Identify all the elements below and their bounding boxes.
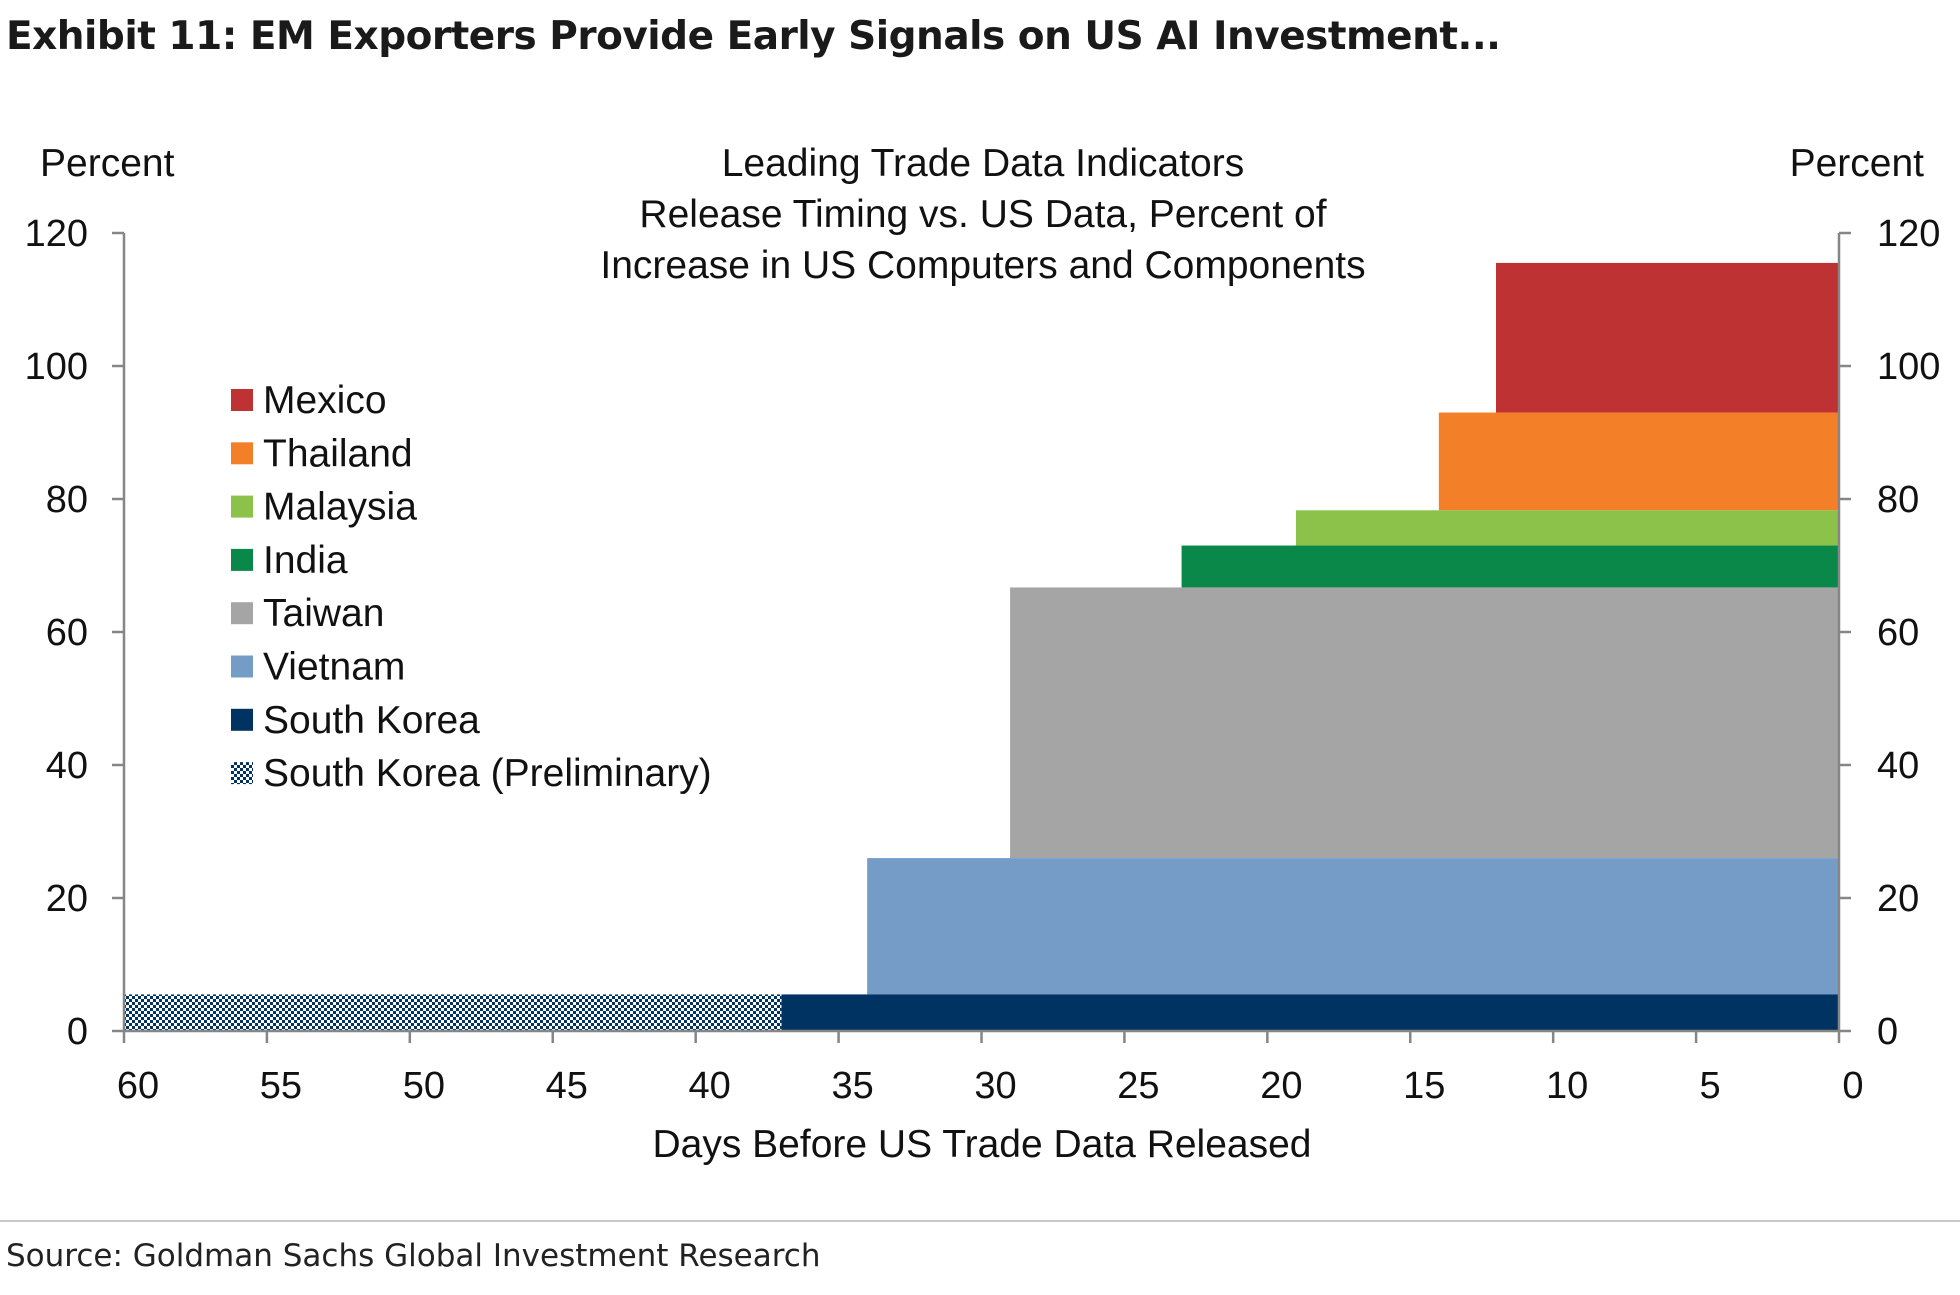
chart-title-line: Leading Trade Data Indicators (722, 142, 1245, 185)
x-tick-label: 45 (546, 1065, 588, 1107)
band-thailand (1438, 412, 1839, 511)
band-mexico (1496, 262, 1839, 413)
legend-label-thailand: Thailand (263, 432, 413, 475)
footer-divider (0, 1220, 1960, 1222)
band-india (1181, 545, 1839, 588)
legend-label-south-korea-preliminary: South Korea (Preliminary) (263, 752, 712, 795)
x-tick-label: 5 (1700, 1065, 1721, 1107)
legend-swatch-vietnam (231, 655, 253, 678)
x-tick-label: 40 (689, 1065, 731, 1107)
chart-title-line: Release Timing vs. US Data, Percent of (639, 193, 1326, 236)
y-tick-label-left: 120 (25, 213, 88, 255)
y-axis-label-right: Percent (1790, 142, 1925, 185)
y-tick-label-left: 100 (25, 346, 88, 388)
legend-swatch-south-korea (231, 708, 253, 731)
x-tick-label: 20 (1260, 1065, 1302, 1107)
source-note: Source: Goldman Sachs Global Investment … (6, 1238, 821, 1274)
y-tick-label-right: 80 (1877, 479, 1919, 521)
y-tick-label-right: 20 (1877, 878, 1919, 920)
legend-swatch-malaysia (231, 495, 253, 518)
x-tick-label: 55 (260, 1065, 302, 1107)
band-vietnam (867, 858, 1839, 995)
legend-swatch-taiwan (231, 602, 253, 625)
x-tick-label: 15 (1403, 1065, 1445, 1107)
legend-label-vietnam: Vietnam (263, 646, 405, 689)
band-malaysia (1295, 510, 1839, 546)
legend-label-taiwan: Taiwan (263, 592, 384, 635)
legend-label-india: India (263, 539, 348, 582)
y-tick-label-left: 20 (46, 878, 88, 920)
x-tick-label: 60 (117, 1065, 159, 1107)
y-axis-label-left: Percent (40, 142, 175, 185)
x-tick-label: 10 (1546, 1065, 1588, 1107)
legend-swatch-mexico (231, 389, 253, 411)
exhibit-title: Exhibit 11: EM Exporters Provide Early S… (6, 14, 1501, 59)
x-tick-label: 50 (403, 1065, 445, 1107)
legend-label-mexico: Mexico (263, 379, 387, 422)
legend-swatch-thailand (231, 442, 253, 465)
y-tick-label-left: 40 (46, 745, 88, 787)
y-tick-label-right: 40 (1877, 745, 1919, 787)
y-tick-label-right: 100 (1877, 346, 1940, 388)
band-south-korea-preliminary (124, 994, 782, 1031)
band-taiwan (1010, 587, 1839, 859)
y-tick-label-left: 80 (46, 479, 88, 521)
y-tick-label-left: 0 (67, 1011, 88, 1053)
legend-swatch-india (231, 548, 253, 571)
y-tick-label-right: 0 (1877, 1011, 1898, 1053)
x-tick-label: 0 (1842, 1065, 1863, 1107)
y-tick-label-right: 60 (1877, 612, 1919, 654)
x-axis-label: Days Before US Trade Data Released (652, 1123, 1311, 1166)
y-tick-label-left: 60 (46, 612, 88, 654)
x-tick-label: 35 (831, 1065, 873, 1107)
legend-swatch-south-korea-preliminary (231, 762, 253, 785)
legend-label-south-korea: South Korea (263, 699, 480, 742)
y-tick-label-right: 120 (1877, 213, 1940, 255)
x-tick-label: 30 (974, 1065, 1016, 1107)
chart-title-line: Increase in US Computers and Components (600, 244, 1365, 287)
x-tick-label: 25 (1117, 1065, 1159, 1107)
band-south-korea (781, 994, 1839, 1031)
legend-label-malaysia: Malaysia (263, 486, 417, 529)
